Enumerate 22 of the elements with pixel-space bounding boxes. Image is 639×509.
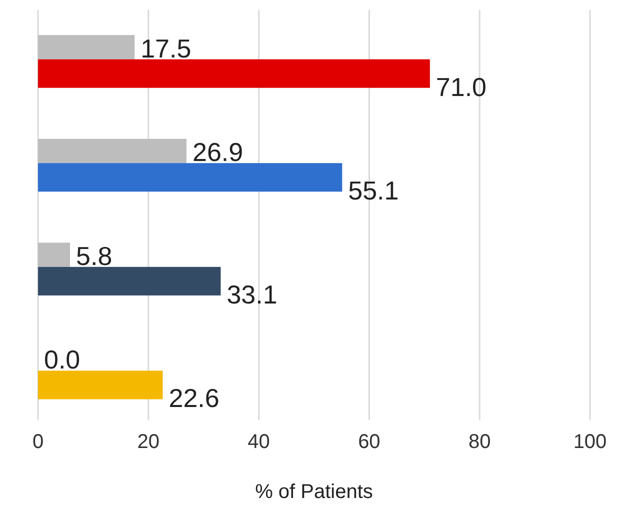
data-label: 0.0 [44,344,80,375]
data-label: 17.5 [140,33,192,64]
data-label: 71.0 [436,72,487,102]
bar [38,138,186,164]
data-label: 5.8 [76,240,112,271]
bar [38,59,430,88]
x-tick-label: 80 [468,431,491,453]
x-tick-label: 60 [358,431,380,453]
x-tick-label: 40 [248,431,270,453]
bar [38,266,221,296]
bar [38,35,135,60]
x-axis-title: % of Patients [255,481,373,503]
x-tick-label: 100 [573,431,607,453]
x-tick-label: 20 [137,431,160,453]
x-tick-label: 0 [32,431,44,453]
bar [38,370,163,400]
data-label: 33.1 [226,279,278,310]
data-label: 22.6 [168,383,220,414]
bar [38,242,70,267]
bar [38,163,342,192]
data-label: 26.9 [192,137,244,168]
data-label: 55.1 [348,176,399,206]
